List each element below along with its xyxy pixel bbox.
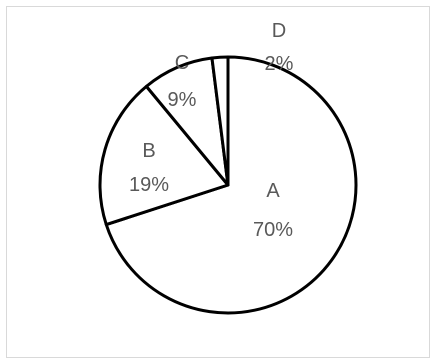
slice-value-c: 9%: [168, 89, 197, 111]
pie-slice-d: [210, 55, 230, 187]
slice-value-a: 70%: [253, 219, 293, 241]
slice-layer: [98, 55, 358, 315]
pie-slice-a: [104, 55, 358, 315]
slice-value-b: 19%: [129, 174, 169, 196]
pie-slice-b: [98, 84, 230, 227]
slice-label-d: D: [272, 20, 286, 42]
label-layer: A 70% B 19% C 9% D 2%: [129, 20, 294, 241]
slice-label-c: C: [175, 52, 189, 74]
slice-label-a: A: [266, 180, 280, 202]
slice-value-d: 2%: [265, 53, 294, 75]
slice-label-b: B: [142, 140, 155, 162]
